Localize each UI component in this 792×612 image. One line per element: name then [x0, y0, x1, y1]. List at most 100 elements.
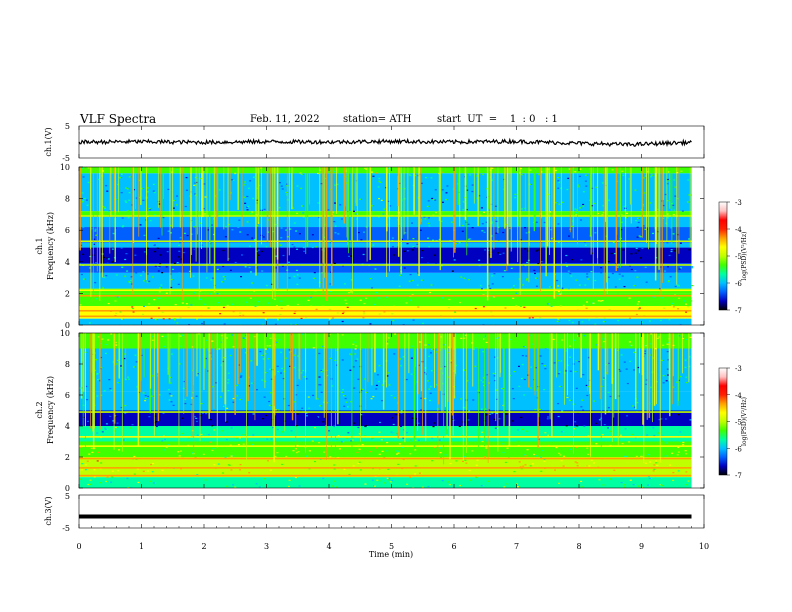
spec-speck	[661, 200, 664, 202]
spec-speck	[569, 370, 572, 372]
spec-speck	[347, 432, 350, 434]
spec-speck	[223, 450, 226, 452]
spec-speck	[523, 378, 526, 381]
spec-speck	[601, 214, 604, 216]
spec-burst	[449, 333, 451, 460]
spec-speck	[310, 274, 313, 276]
spec-speck	[328, 318, 331, 320]
spec-speck	[689, 336, 692, 338]
spec-speck	[120, 365, 123, 367]
spec-burst	[613, 333, 615, 418]
spec-speck	[95, 298, 98, 300]
spec-speck	[417, 439, 420, 441]
spec-burst	[99, 333, 101, 374]
spec-speck	[421, 256, 424, 259]
spec-speck	[226, 485, 229, 487]
spec-burst	[206, 167, 208, 273]
spec-speck	[685, 381, 688, 384]
spec-speck	[311, 246, 314, 249]
spec-speck	[486, 374, 489, 376]
spec-burst	[454, 333, 456, 399]
spec-speck	[467, 187, 470, 190]
spec-speck	[138, 218, 141, 220]
spec-burst	[366, 167, 368, 262]
spec-speck	[575, 359, 578, 361]
spec-speck	[451, 461, 454, 464]
spec-speck	[501, 206, 504, 208]
spec-speck	[121, 217, 124, 219]
spec-burst	[94, 333, 95, 429]
spec-speck	[101, 431, 104, 433]
spec-speck	[386, 375, 389, 377]
spec-burst	[331, 167, 333, 286]
spec-burst	[503, 333, 505, 428]
spec-speck	[131, 424, 134, 426]
spec-speck	[111, 248, 114, 250]
spec-speck	[357, 193, 360, 195]
spec-speck	[140, 187, 143, 190]
spec-speck	[637, 485, 640, 487]
spec-speck	[537, 299, 540, 302]
spec-burst	[634, 333, 637, 410]
spec-speck	[667, 280, 670, 283]
spec-speck	[640, 486, 643, 488]
spec-burst	[437, 333, 439, 457]
spec-burst	[438, 167, 440, 221]
spec-speck	[491, 412, 494, 414]
spec-speck	[142, 392, 145, 394]
spec-speck	[418, 472, 421, 474]
spec-speck	[666, 183, 669, 185]
spec-speck	[207, 229, 210, 231]
spec-speck	[126, 477, 129, 479]
spec-speck	[191, 369, 194, 371]
spec-speck	[343, 283, 346, 285]
spec-speck	[565, 254, 568, 257]
spec-burst	[397, 167, 399, 207]
spec-speck	[357, 462, 360, 464]
spec-speck	[329, 456, 332, 458]
spec-speck	[215, 348, 218, 350]
spec-speck	[336, 364, 339, 366]
spec-speck	[349, 353, 352, 355]
spec-burst	[178, 333, 180, 448]
spec-burst	[172, 167, 174, 229]
spec-speck	[658, 286, 661, 288]
spec-speck	[651, 460, 654, 462]
spec-speck	[202, 453, 205, 455]
spec-speck	[581, 188, 584, 190]
spec-burst	[386, 333, 387, 388]
spec-speck	[354, 360, 357, 362]
spec-speck	[272, 312, 275, 314]
spec-speck	[520, 416, 523, 419]
spec-speck	[344, 270, 347, 272]
spec-speck	[340, 218, 343, 220]
spec-speck	[606, 410, 609, 412]
spec-speck	[280, 259, 283, 261]
spec-speck	[404, 433, 407, 435]
spec-speck	[212, 484, 215, 486]
spec-speck	[178, 345, 181, 347]
spec-speck	[664, 455, 667, 457]
spec-burst	[678, 167, 680, 254]
spec-speck	[251, 443, 254, 446]
spec-speck	[393, 305, 396, 308]
spec-speck	[595, 270, 598, 272]
spec-speck	[129, 281, 132, 284]
spec-speck	[651, 202, 654, 204]
ytick-label: 8	[65, 195, 70, 204]
spec-burst	[484, 333, 485, 447]
spec-speck	[395, 222, 398, 224]
spec-speck	[239, 376, 242, 378]
spec-speck	[128, 199, 131, 201]
spec-burst	[191, 333, 193, 437]
spec-speck	[158, 203, 161, 205]
spec-speck	[417, 272, 420, 274]
spec-speck	[677, 446, 680, 449]
spec-speck	[523, 306, 526, 308]
spec-speck	[251, 304, 254, 306]
ytick-label: 10	[60, 329, 70, 338]
spec-speck	[171, 408, 174, 410]
spec-speck	[674, 195, 677, 197]
spec-burst	[580, 333, 582, 378]
spec-speck	[575, 425, 578, 427]
